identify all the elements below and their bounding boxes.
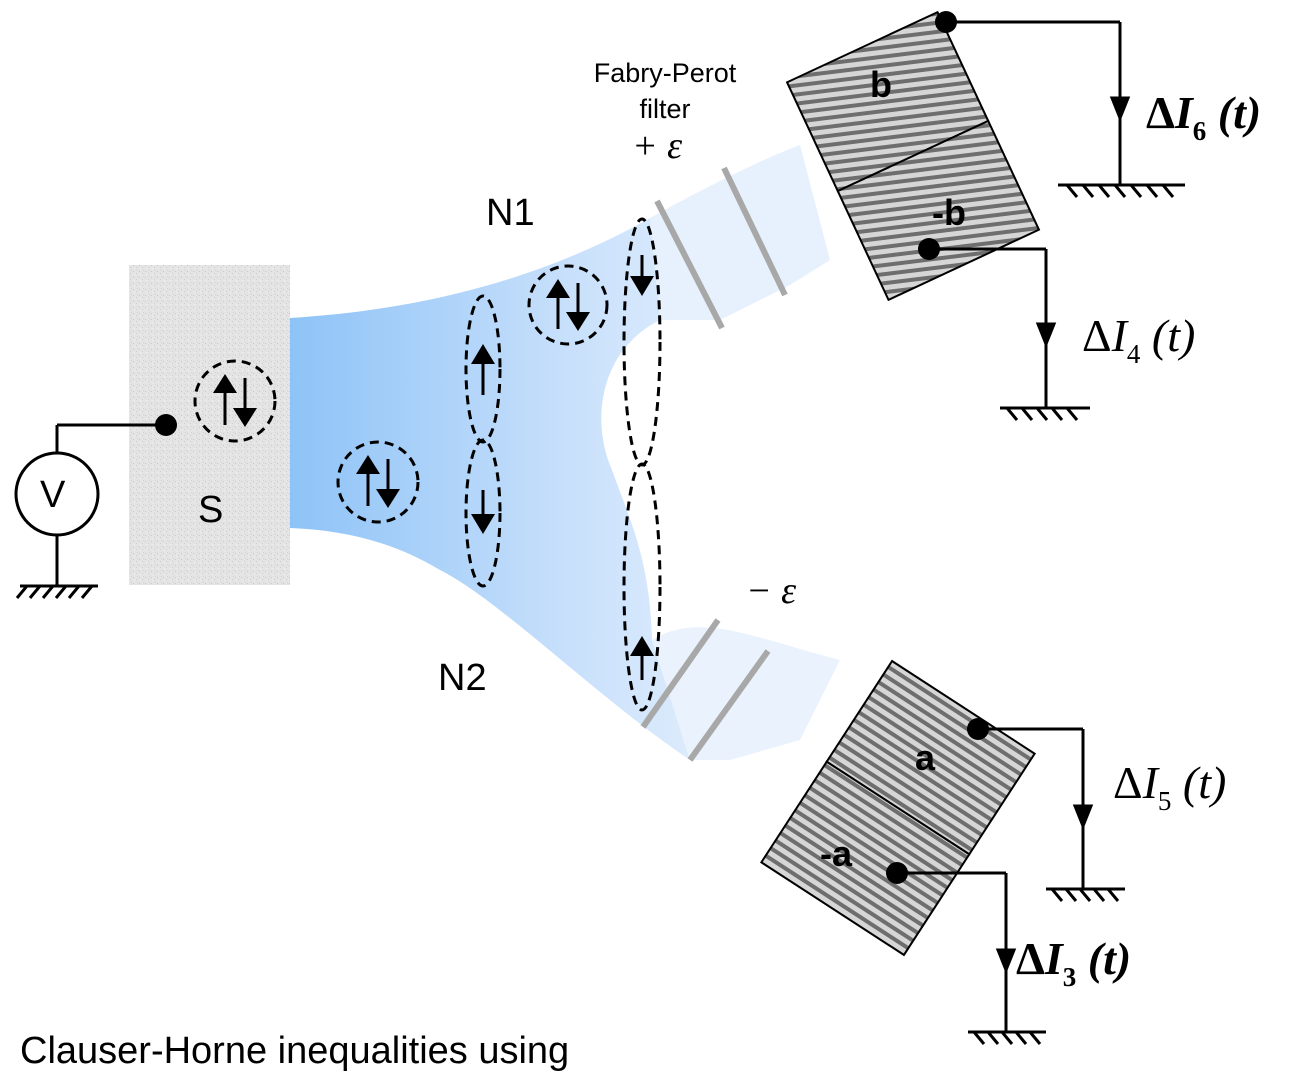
lead-n2-label: N2 bbox=[438, 657, 487, 699]
detector-b-label: b bbox=[870, 64, 892, 105]
cooper-pair-n1 bbox=[527, 264, 609, 346]
filter-label-line1: Fabry-Perot bbox=[594, 58, 737, 88]
detector-minus-a-label: -a bbox=[820, 833, 853, 874]
current-i4-label: ΔI4 (t) bbox=[1082, 310, 1195, 369]
detector-bottom: a -a bbox=[759, 659, 1037, 957]
circuit-i5 bbox=[978, 727, 1125, 902]
circuit-i6 bbox=[946, 20, 1185, 198]
contact-a bbox=[967, 718, 989, 740]
fabry-perot-filter-top bbox=[654, 166, 788, 330]
energy-plus-label: + ε bbox=[632, 125, 682, 167]
current-i6-label: ΔI6 (t) bbox=[1146, 87, 1261, 146]
superconductor-label: S bbox=[198, 489, 223, 531]
current-i5-label: ΔI5 (t) bbox=[1113, 757, 1226, 816]
superconductor-contact bbox=[155, 414, 177, 436]
voltage-source-label: V bbox=[40, 474, 66, 516]
contact-minus-b bbox=[918, 238, 940, 260]
detector-a-label: a bbox=[915, 737, 936, 778]
entanglement-setup-diagram: S V bbox=[14, 10, 1261, 1045]
cooper-pair-injected bbox=[336, 440, 420, 524]
filter-label-line2: filter bbox=[639, 94, 690, 124]
circuit-i3 bbox=[897, 871, 1046, 1045]
contact-minus-a bbox=[886, 862, 908, 884]
circuit-i4 bbox=[929, 247, 1090, 421]
split-pair-center bbox=[464, 294, 502, 588]
detector-top: b -b bbox=[785, 10, 1041, 302]
caption-text: Clauser-Horne inequalities using bbox=[20, 1030, 570, 1072]
fabry-perot-filter-bottom bbox=[640, 618, 771, 762]
voltage-source bbox=[14, 423, 166, 599]
detector-minus-b-label: -b bbox=[932, 192, 966, 233]
contact-b bbox=[935, 11, 957, 33]
cooper-pair-in-s bbox=[193, 359, 277, 443]
energy-minus-label: − ε bbox=[746, 570, 796, 612]
current-i3-label: ΔI3 (t) bbox=[1016, 933, 1131, 992]
lead-n1-label: N1 bbox=[486, 192, 535, 234]
split-pair-filter bbox=[622, 217, 662, 712]
